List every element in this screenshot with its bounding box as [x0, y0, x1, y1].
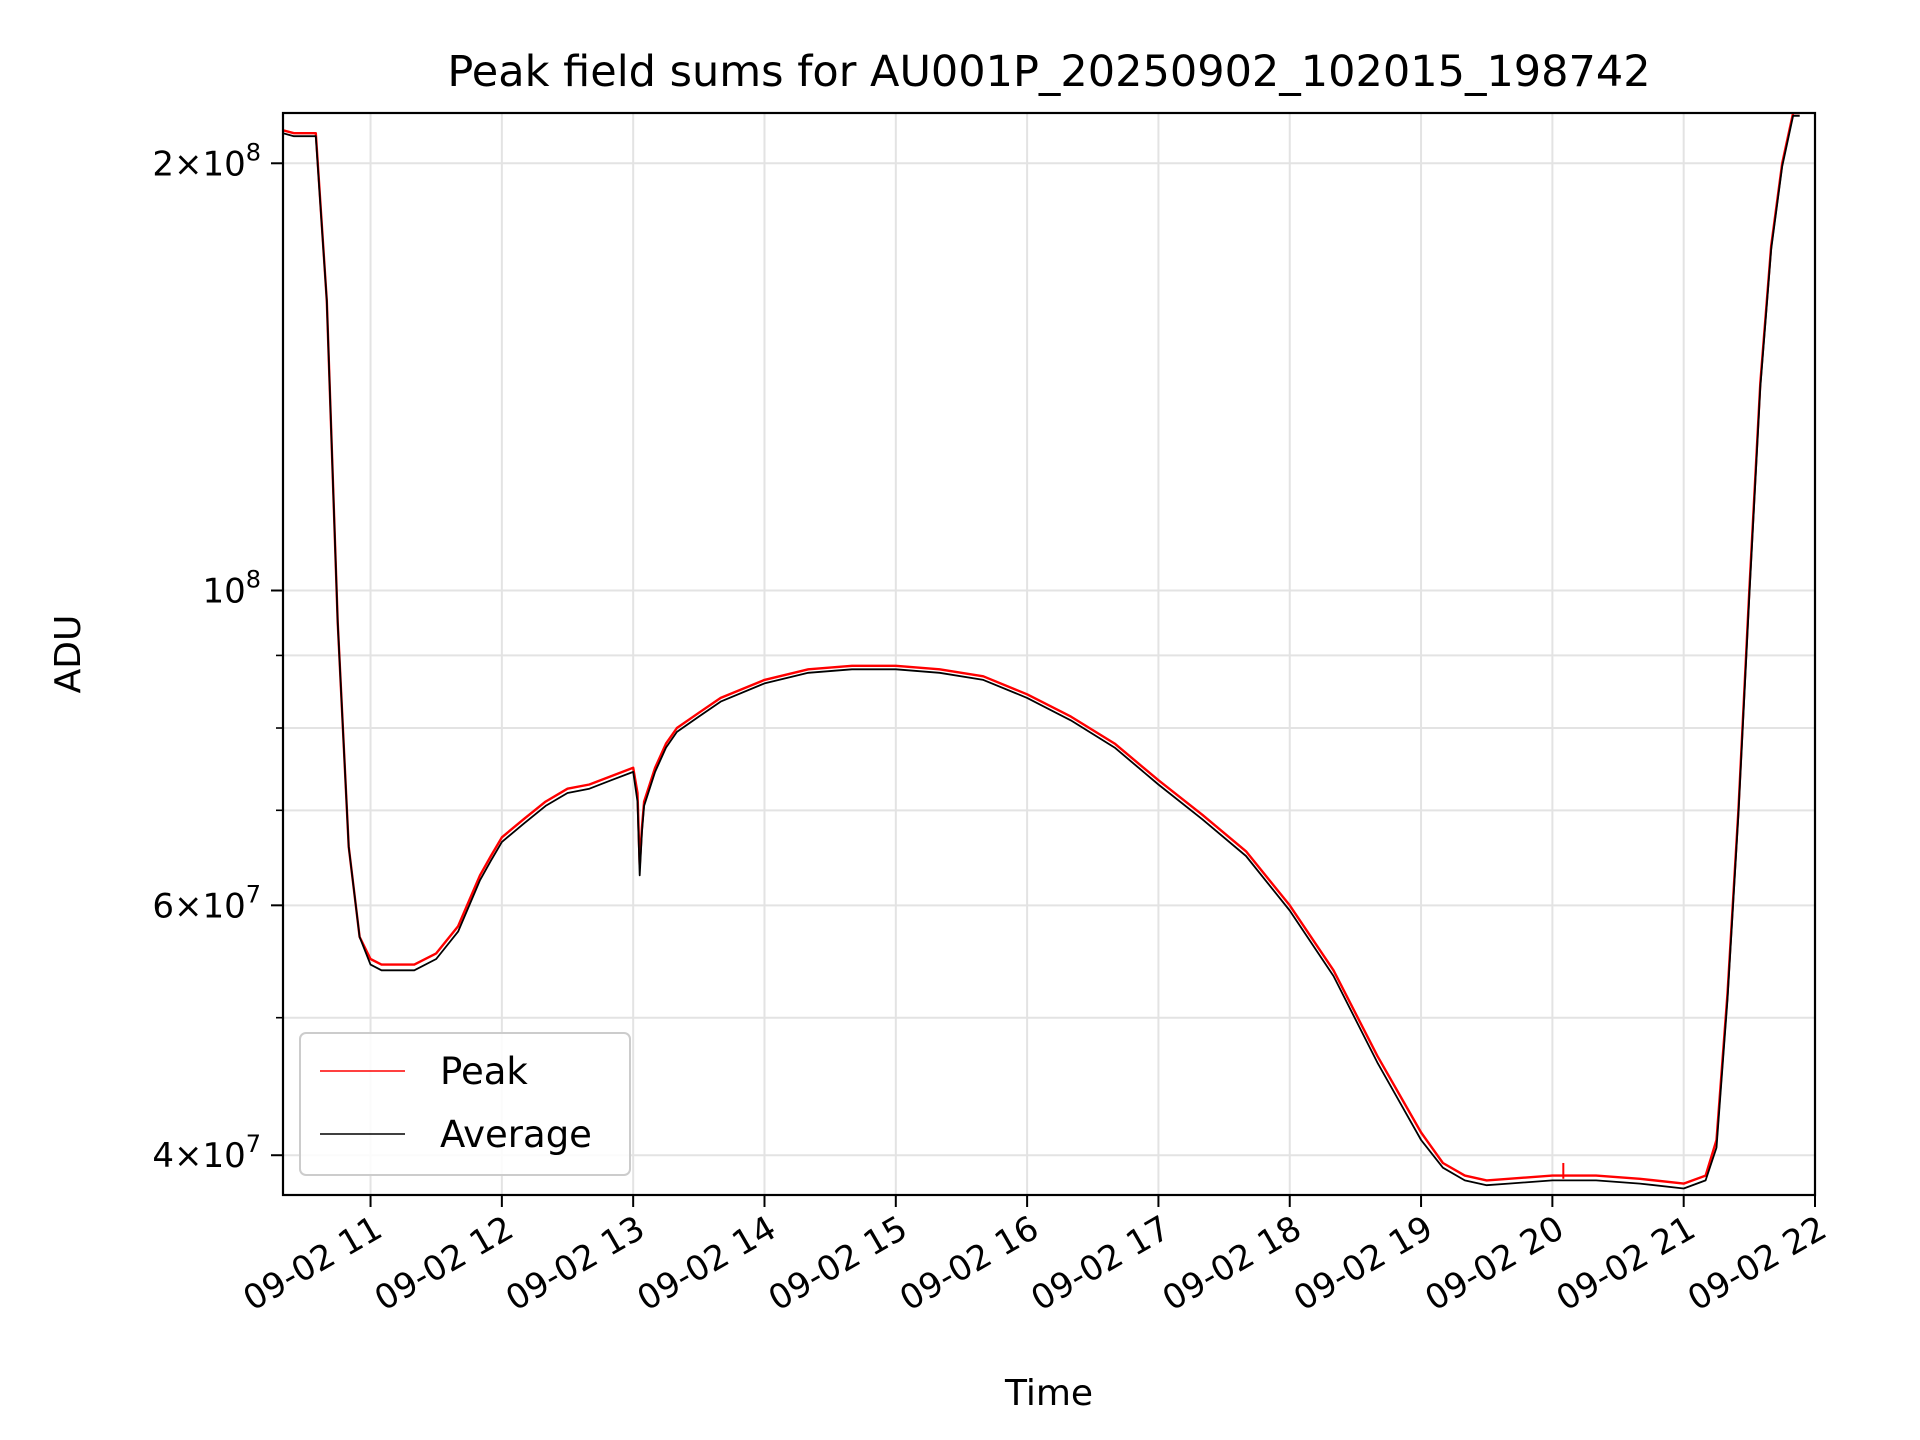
y-tick-label: 6×107: [152, 880, 261, 926]
plot-frame: [281, 111, 1817, 1197]
chart-title: Peak field sums for AU001P_20250902_1020…: [447, 47, 1650, 97]
y-tick-label: 2×108: [152, 138, 261, 184]
legend-label-peak: Peak: [440, 1050, 528, 1093]
y-tick-label: 108: [202, 565, 261, 611]
legend: Peak Average: [299, 1032, 631, 1176]
y-tick-label: 4×107: [152, 1130, 261, 1176]
x-axis-title: Time: [1004, 1373, 1093, 1414]
legend-label-average: Average: [440, 1113, 592, 1156]
series-line-peak: [283, 113, 1800, 1185]
legend-box: [299, 1032, 631, 1176]
series-line-average: [283, 114, 1800, 1190]
plot-lines: [283, 113, 1800, 1190]
y-axis-title: ADU: [48, 615, 89, 694]
y-axis: 4×107 6×107 108 2×108: [152, 138, 283, 1176]
